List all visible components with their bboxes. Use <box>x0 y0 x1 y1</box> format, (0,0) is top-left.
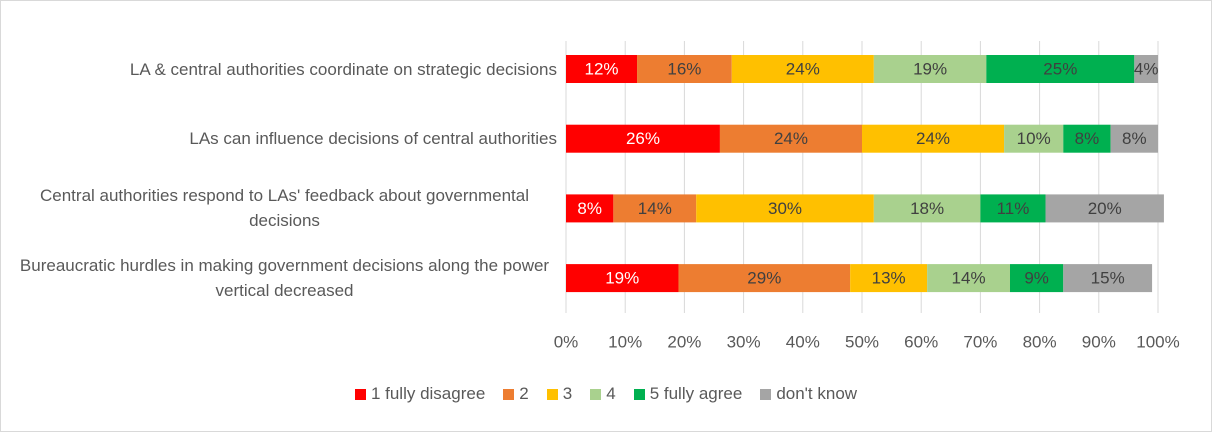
legend-item: 3 <box>546 384 573 404</box>
bar-segment <box>1110 124 1158 153</box>
category-label-box: Central authorities respond to LAs' feed… <box>12 178 557 238</box>
bar-segment <box>850 264 928 293</box>
bar-segment <box>873 55 987 83</box>
x-tick-label: 80% <box>1023 332 1057 351</box>
bar-segment <box>1010 264 1064 293</box>
legend-item: 4 <box>590 384 616 404</box>
x-tick-label: 30% <box>727 332 761 351</box>
bar-segment <box>1063 264 1153 293</box>
legend-label: 5 fully agree <box>649 384 743 403</box>
category-label: Bureaucratic hurdles in making governmen… <box>19 256 550 301</box>
data-label: 19% <box>913 59 947 78</box>
bar-segment <box>566 264 679 293</box>
data-label: 12% <box>585 59 619 78</box>
data-label: 24% <box>916 129 950 148</box>
legend-label: 3 <box>562 384 573 403</box>
data-label: 20% <box>1088 199 1122 218</box>
legend: 1 fully disagree 2 3 4 5 fully agree don't kn… <box>1 384 1211 404</box>
legend-swatch <box>760 388 772 400</box>
bar-segment <box>696 194 874 223</box>
data-label: 9% <box>1024 269 1049 288</box>
data-label: 14% <box>638 199 672 218</box>
data-label: 18% <box>910 199 944 218</box>
data-label: 8% <box>1122 129 1147 148</box>
category-label: LA & central authorities coordinate on s… <box>129 59 557 79</box>
data-label: 25% <box>1043 59 1077 78</box>
legend-item: 1 fully disagree <box>354 384 486 404</box>
x-tick-label: 100% <box>1136 332 1179 351</box>
legend-swatch <box>590 388 602 400</box>
bar-segment <box>1134 55 1158 83</box>
bar-segment <box>731 55 874 83</box>
data-label: 26% <box>626 129 660 148</box>
data-label: 10% <box>1017 129 1051 148</box>
legend-label: don't know <box>776 384 858 403</box>
x-tick-label: 20% <box>667 332 701 351</box>
bar-segment <box>927 264 1010 293</box>
legend-swatch <box>546 388 558 400</box>
data-label: 11% <box>997 199 1030 218</box>
x-tick-label: 90% <box>1082 332 1116 351</box>
data-label: 14% <box>952 269 986 288</box>
bar-segment <box>1063 124 1111 153</box>
data-label: 24% <box>774 129 808 148</box>
category-label-box: Bureaucratic hurdles in making governmen… <box>12 248 557 308</box>
x-tick-label: 0% <box>554 332 579 351</box>
legend-label: 1 fully disagree <box>370 384 486 403</box>
legend-item: 2 <box>503 384 529 404</box>
bar-segment <box>566 124 720 153</box>
legend-swatch <box>354 388 366 400</box>
data-label: 15% <box>1091 269 1125 288</box>
data-label: 8% <box>1075 129 1100 148</box>
legend-item: don't know <box>760 384 857 404</box>
bar-segment <box>566 55 638 83</box>
bar-segment <box>719 124 862 153</box>
data-label: 4% <box>1134 59 1159 78</box>
category-label: Central authorities respond to LAs' feed… <box>40 186 529 231</box>
bar-segment <box>566 194 614 223</box>
data-label: 29% <box>747 269 781 288</box>
x-tick-label: 50% <box>845 332 879 351</box>
data-label: 24% <box>786 59 820 78</box>
x-tick-label: 60% <box>904 332 938 351</box>
bar-segment <box>862 124 1005 153</box>
x-tick-label: 70% <box>963 332 997 351</box>
category-label-box: LAs can influence decisions of central a… <box>189 109 557 169</box>
legend-label: 2 <box>519 384 529 403</box>
data-label: 13% <box>872 269 906 288</box>
category-label-box: LA & central authorities coordinate on s… <box>130 39 557 99</box>
legend-swatch <box>633 388 645 400</box>
category-label: LAs can influence decisions of central a… <box>189 129 557 149</box>
x-tick-label: 10% <box>608 332 642 351</box>
bar-segment <box>678 264 851 293</box>
data-label: 19% <box>605 269 639 288</box>
bar-segment <box>637 55 732 83</box>
legend-swatch <box>503 388 515 400</box>
legend-item: 5 fully agree <box>633 384 743 404</box>
legend-label: 4 <box>606 384 616 403</box>
data-label: 16% <box>667 59 701 78</box>
bar-segment <box>1045 194 1164 223</box>
data-label: 8% <box>577 199 602 218</box>
bar-segment <box>1004 124 1064 153</box>
bar-segment <box>980 194 1046 223</box>
bar-segment <box>613 194 697 223</box>
bar-segment <box>986 55 1135 83</box>
bar-segment <box>873 194 981 223</box>
x-tick-label: 40% <box>786 332 820 351</box>
data-label: 30% <box>768 199 802 218</box>
